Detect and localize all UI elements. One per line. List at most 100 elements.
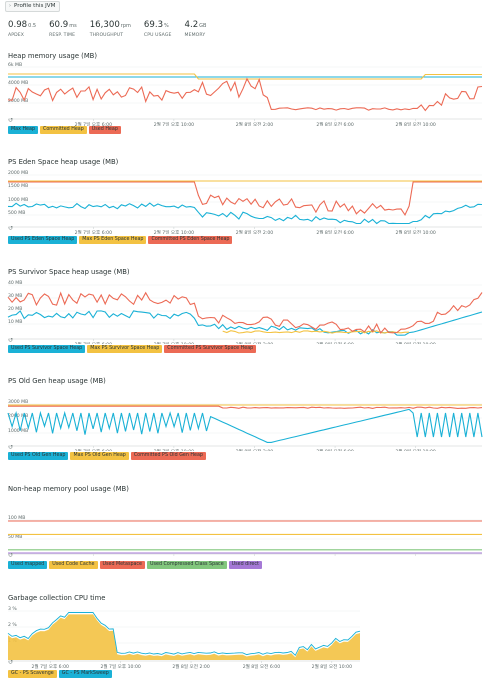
y-tick-label: 10 MB [8,319,22,325]
metric-label: CPU USAGE [143,33,172,38]
series-line-yellow [8,73,482,80]
metric-throughput[interactable]: 16,300rpm THROUGHPUT [90,20,131,40]
x-tick-label: 2월 8일 오전 6:00 [316,121,354,126]
legend-item[interactable]: GC - PS Scavenge [8,670,57,678]
x-tick-label: 2월 7일 오후 6:00 [75,448,113,451]
y-tick-label: 20 MB [8,306,22,312]
metric-label: THROUGHPUT [89,33,124,38]
metric-value: 4.2 [184,20,199,30]
x-tick-label: 2월 8일 오전 2:00 [236,341,274,344]
series-line-blue [7,310,483,336]
metric-response-time[interactable]: 60.9ms RESP. TIME [49,20,77,40]
reset-zoom-icon: ↺ [8,225,13,232]
chart-plot[interactable]: 40 MB 30 MB 20 MB 10 MB 2월 7일 오후 6:00 2월 7일 오… [0,276,490,344]
y-tick-label: 2000 MB [8,413,28,419]
metric-apdex[interactable]: 0.980.5 APDEX [8,20,36,40]
metric-cpu-usage[interactable]: 69.3% CPU USAGE [144,20,172,40]
legend-item[interactable]: Max PS Survivor Space Heap [87,345,163,353]
x-tick-label: 2월 8일 오전 10:00 [395,341,435,344]
y-tick-label: 3000 MB [8,399,28,405]
x-tick-label: 2월 8일 오전 6:00 [316,341,354,344]
legend-item[interactable]: Used PS Eden Space Heap [8,236,78,244]
series-line-red [7,77,483,112]
x-tick-label: 2월 8일 오전 2:00 [172,663,210,670]
chart-legend: Used PS Survivor Space Heap Max PS Surviv… [8,345,257,353]
legend-item[interactable]: Used PS Survivor Space Heap [8,345,86,353]
profile-jvm-button[interactable]: › Profile this JVM [5,1,61,12]
metric-label: APDEX [8,33,24,38]
legend-item[interactable]: Committed PS Old Gen Heap [130,452,206,460]
legend-item[interactable]: Used direct [228,561,262,569]
top-bar: › Profile this JVM [0,0,490,13]
legend-item[interactable]: Used Code Cache [49,561,98,569]
y-tick-label: 40 MB [8,280,22,286]
series-line-yellow [222,330,410,334]
chart-plot[interactable]: 100 MB 50 MB 2월 7일 오후 6:00 2월 7일 오후 10:00 2월… [0,493,490,557]
legend-item[interactable]: Used Compressed Class Space [147,561,227,569]
x-tick-label: 2월 7일 오후 6:00 [75,556,113,557]
chart-plot[interactable]: 3000 MB 2000 MB 1000 MB 2월 7일 오후 6:00 2월 7일 … [0,385,490,451]
x-tick-label: 2월 8일 오전 6:00 [243,663,281,670]
x-tick-label: 2월 8일 오전 6:00 [316,229,354,234]
reset-zoom-icon: ↺ [8,117,13,124]
x-tick-label: 2월 8일 오전 6:00 [316,448,354,451]
chart-panel: Non-heap memory pool usage (MB) 100 MB 50 … [0,485,490,571]
chart-title: PS Survivor Space heap usage (MB) [8,268,130,276]
x-tick-label: 2월 7일 오후 6:00 [75,229,113,234]
x-tick-label: 2월 7일 오후 10:00 [154,341,194,344]
legend-item[interactable]: Committed PS Survivor Space Heap [164,345,257,353]
chart-legend: Used PS Eden Space Heap Max PS Eden Space… [8,236,233,244]
metric-value: 60.9 [49,20,69,30]
metric-value: 16,300 [89,20,120,30]
x-tick-label: 2월 8일 오전 6:00 [316,556,354,557]
legend-item[interactable]: Used mapped [8,561,48,569]
series-line-red [7,291,483,334]
legend-item[interactable]: Used Metaspace [99,561,146,569]
y-tick-label: 100 MB [8,515,25,521]
legend-item[interactable]: Max PS Old Gen Heap [70,452,129,460]
x-tick-label: 2월 7일 오후 10:00 [154,121,194,126]
chart-legend: Used PS Old Gen Heap Max PS Old Gen Heap C… [8,452,206,460]
chart-plot[interactable]: 6k MB 4000 MB 2000 MB 2월 7일 오후 6:00 2월 7일 오후… [0,60,490,126]
reset-zoom-icon: ↺ [8,552,13,557]
y-tick-label: 3 % [8,606,17,612]
chart-title: Non-heap memory pool usage (MB) [8,485,129,493]
series-line-red [8,405,483,409]
y-tick-label: 1000 MB [8,428,28,434]
x-tick-label: 2월 8일 오전 10:00 [395,556,435,557]
series-line-blue [7,202,483,225]
summary-metrics: 0.980.5 APDEX 60.9ms RESP. TIME 16,300rp… [8,20,206,40]
chart-plot[interactable]: 2000 MB 1500 MB 1000 MB 500 MB 2월 7일 오후 6:00… [0,166,490,234]
y-tick-label: 6k MB [8,62,22,68]
legend-item[interactable]: Max PS Eden Space Heap [79,236,147,244]
legend-item[interactable]: Committed Heap [40,126,87,134]
legend-item[interactable]: Committed PS Eden Space Heap [148,236,233,244]
y-tick-label: 2000 MB [8,170,28,176]
metric-unit: % [164,23,169,29]
x-tick-label: 2월 7일 오후 6:00 [75,341,113,344]
legend-item[interactable]: Used Heap [88,126,121,134]
y-tick-label: 1500 MB [8,183,28,189]
legend-item[interactable]: GC - PS MarkSweep [58,670,112,678]
profile-jvm-label: Profile this JVM [14,3,56,9]
chevron-right-icon: › [9,3,11,9]
reset-zoom-icon: ↺ [8,337,13,344]
x-tick-label: 2월 7일 오후 10:00 [154,229,194,234]
x-tick-label: 2월 7일 오후 10:00 [154,448,194,451]
metric-sub: 0.5 [28,23,37,29]
metric-memory[interactable]: 4.2GB MEMORY [185,20,207,40]
x-tick-label: 2월 8일 오전 10:00 [395,448,435,451]
legend-item[interactable]: Used PS Old Gen Heap [8,452,69,460]
y-tick-label: 4000 MB [8,80,28,86]
y-tick-label: 30 MB [8,293,22,299]
metric-value: 0.98 [8,20,28,30]
legend-item[interactable]: Max Heap [8,126,38,134]
chart-title: Heap memory usage (MB) [8,52,97,60]
x-tick-label: 2월 8일 오전 10:00 [395,229,435,234]
metric-unit: ms [69,23,77,29]
x-tick-label: 2월 7일 오후 10:00 [154,556,194,557]
y-tick-label: 2 % [8,622,17,628]
chart-title: PS Eden Space heap usage (MB) [8,158,119,166]
